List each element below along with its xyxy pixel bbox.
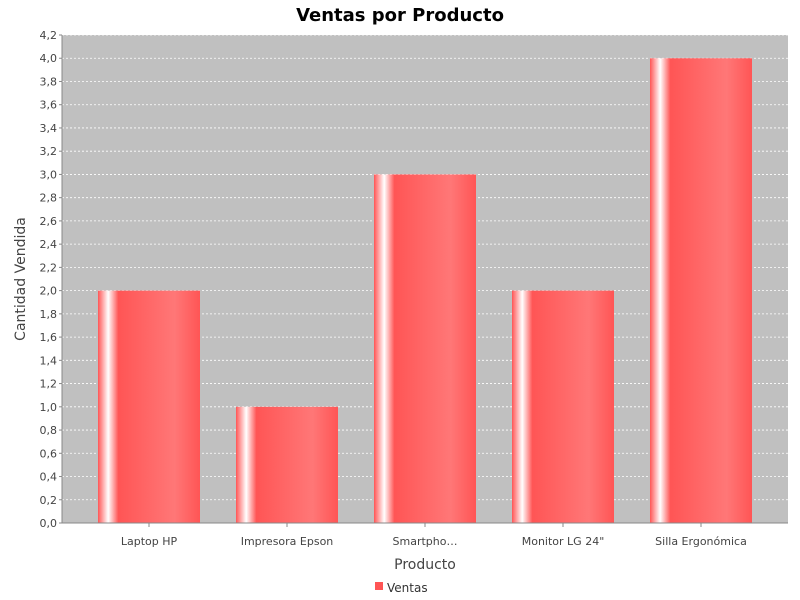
y-tick-label: 4,0 [40, 52, 58, 65]
x-tick-label: Silla Ergonómica [655, 535, 747, 548]
y-tick-label: 0,0 [40, 517, 58, 530]
y-tick-label: 1,4 [40, 354, 58, 367]
y-tick-label: 2,2 [40, 261, 58, 274]
y-tick-label: 1,2 [40, 378, 58, 391]
y-tick-label: 3,4 [40, 122, 58, 135]
bar [98, 290, 200, 523]
y-tick-label: 1,6 [40, 331, 58, 344]
y-tick-label: 2,0 [40, 285, 58, 298]
y-tick-label: 2,8 [40, 192, 58, 205]
legend: Ventas [375, 581, 428, 595]
chart-title: Ventas por Producto [296, 5, 504, 26]
x-tick-labels: Laptop HP Impresora Epson Smartpho… Monitor… [121, 523, 747, 548]
bar [374, 174, 476, 523]
y-tick-label: 3,2 [40, 145, 58, 158]
bar [650, 58, 752, 523]
y-tick-label: 0,6 [40, 447, 58, 460]
y-tick-label: 3,6 [40, 99, 58, 112]
x-tick-label: Smartpho… [393, 535, 458, 548]
legend-label-ventas: Ventas [387, 581, 428, 595]
bar [236, 406, 338, 523]
y-tick-labels: 0,0 0,2 0,4 0,6 0,8 1,0 1,2 1,4 1,6 1,8 2,0 2,2 2,4 2… [40, 29, 62, 530]
y-tick-label: 0,4 [40, 471, 58, 484]
x-tick-label: Impresora Epson [241, 535, 334, 548]
y-tick-label: 2,6 [40, 215, 58, 228]
y-tick-label: 3,0 [40, 168, 58, 181]
y-tick-label: 1,0 [40, 401, 58, 414]
x-tick-label: Monitor LG 24" [522, 535, 605, 548]
y-tick-label: 2,4 [40, 238, 58, 251]
y-axis-label: Cantidad Vendida [13, 217, 29, 341]
y-tick-label: 0,8 [40, 424, 58, 437]
legend-swatch [375, 582, 383, 590]
x-axis-label: Producto [394, 557, 456, 573]
bars [98, 58, 752, 523]
y-tick-label: 3,8 [40, 75, 58, 88]
x-tick-label: Laptop HP [121, 535, 178, 548]
bar [512, 290, 614, 523]
y-tick-label: 0,2 [40, 494, 58, 507]
y-tick-label: 1,8 [40, 308, 58, 321]
y-tick-label: 4,2 [40, 29, 58, 42]
